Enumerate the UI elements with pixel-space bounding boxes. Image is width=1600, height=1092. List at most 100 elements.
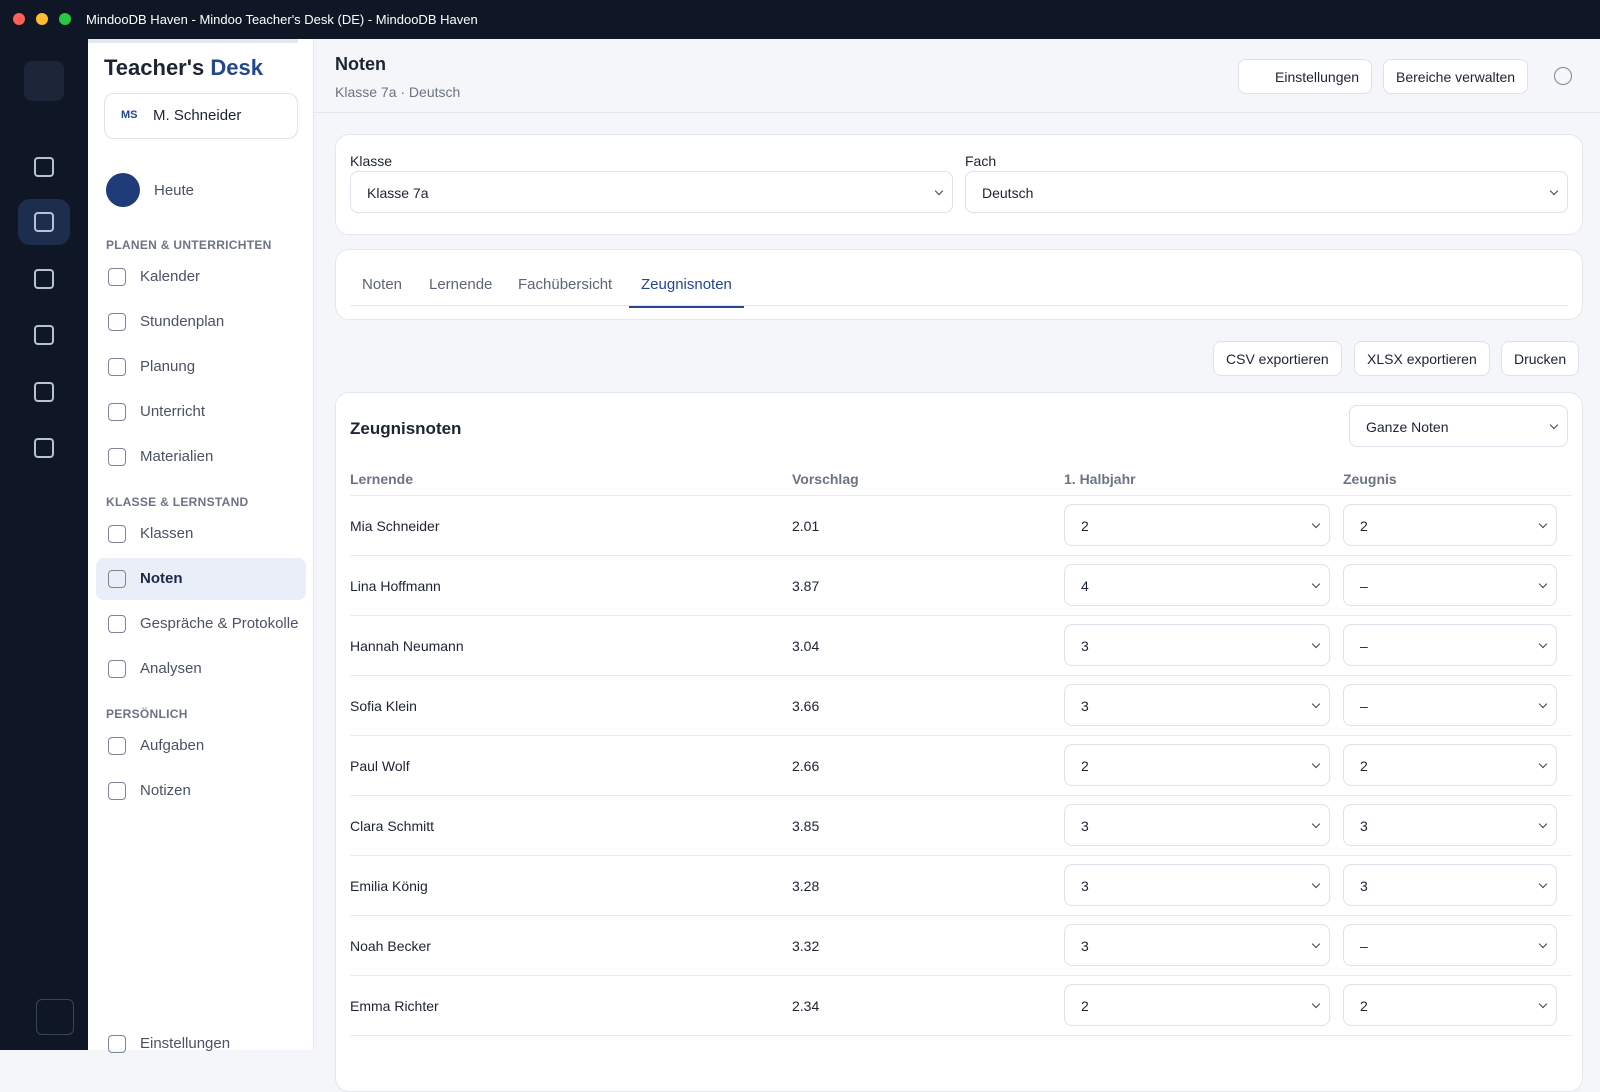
nav-item[interactable]: Klassen	[96, 513, 306, 555]
csv-button[interactable]: CSV exportieren	[1213, 341, 1342, 376]
report-select[interactable]: 3	[1343, 864, 1557, 906]
nav-item[interactable]: Stundenplan	[96, 301, 306, 343]
user-name: M. Schneider	[153, 107, 242, 124]
sidebar-toggle[interactable]	[36, 999, 74, 1035]
half-year-select[interactable]: 2	[1064, 984, 1330, 1026]
nav-item[interactable]: Aufgaben	[96, 725, 306, 767]
suggestion: 2.01	[792, 518, 820, 534]
suggestion: 3.85	[792, 818, 820, 834]
rail-icon[interactable]	[34, 438, 54, 458]
student-name: Noah Becker	[350, 938, 431, 954]
brand-a: Teacher's	[104, 55, 205, 80]
help-button[interactable]	[1554, 67, 1572, 85]
today-link[interactable]: Heute	[154, 182, 195, 199]
app: MindooDB Haven - Mindoo Teacher's Desk (…	[0, 0, 1600, 1050]
nav-label: Kalender	[140, 268, 201, 285]
user-select[interactable]: MS M. Schneider	[104, 93, 298, 139]
half-year-select[interactable]: 3	[1064, 924, 1330, 966]
report-select[interactable]: 3	[1343, 804, 1557, 846]
tabs-line	[350, 305, 1568, 306]
page-subtitle: Klasse 7a · Deutsch	[335, 84, 461, 100]
rail-active[interactable]	[18, 199, 70, 245]
student-name: Hannah Neumann	[350, 638, 464, 654]
half-year-select[interactable]: 3	[1064, 624, 1330, 666]
tab[interactable]: Fachübersicht	[518, 276, 613, 293]
half-year-select[interactable]: 3	[1064, 804, 1330, 846]
nav-label: Noten	[140, 570, 183, 587]
mode-select[interactable]: Ganze Noten	[1349, 405, 1568, 447]
class-select[interactable]: Klasse 7a	[350, 171, 953, 213]
nav-item[interactable]: Gespräche & Protokolle	[96, 603, 306, 645]
report-select[interactable]: –	[1343, 564, 1557, 606]
half-year-select[interactable]: 2	[1064, 504, 1330, 546]
student-name: Lina Hoffmann	[350, 578, 441, 594]
grades-card: Zeugnisnoten Ganze Noten Lernende Vorsch…	[335, 392, 1583, 1092]
header-line	[350, 495, 1572, 496]
rail-icon[interactable]	[34, 382, 54, 402]
filter-label: Fach	[965, 153, 997, 169]
brand: Teacher's Desk	[104, 55, 263, 81]
nav-item[interactable]: Materialien	[96, 436, 306, 478]
nav-item[interactable]: Unterricht	[96, 391, 306, 433]
nav-item[interactable]: Planung	[96, 346, 306, 388]
row-line	[350, 915, 1572, 916]
rail-icon[interactable]	[34, 325, 54, 345]
report-select[interactable]: –	[1343, 924, 1557, 966]
student-name: Emilia König	[350, 878, 428, 894]
nav-item[interactable]: Noten	[96, 558, 306, 600]
row-line	[350, 615, 1572, 616]
student-name: Emma Richter	[350, 998, 439, 1014]
tab-active[interactable]: Zeugnisnoten	[629, 276, 744, 308]
report-select[interactable]: –	[1343, 684, 1557, 726]
subject-select[interactable]: Deutsch	[965, 171, 1568, 213]
half-year-select[interactable]: 4	[1064, 564, 1330, 606]
report-select[interactable]: 2	[1343, 504, 1557, 546]
row-line	[350, 675, 1572, 676]
section-title: KLASSE & LERNSTAND	[106, 495, 249, 509]
row-line	[350, 735, 1572, 736]
rail-icon[interactable]	[34, 212, 54, 232]
nav-item[interactable]: Kalender	[96, 256, 306, 298]
nav-item[interactable]: Notizen	[96, 770, 306, 812]
column-header: Zeugnis	[1343, 471, 1397, 487]
today-icon	[106, 173, 140, 207]
nav-label: Unterricht	[140, 403, 206, 420]
divider	[88, 42, 298, 43]
filter-label: Klasse	[350, 153, 393, 169]
tabs-card: Noten Lernende Fachübersicht Zeugnisnote…	[335, 249, 1583, 320]
rail-icon[interactable]	[34, 269, 54, 289]
rail-icon[interactable]	[34, 157, 54, 177]
suggestion: 3.32	[792, 938, 820, 954]
half-year-select[interactable]: 2	[1064, 744, 1330, 786]
tab[interactable]: Noten	[362, 276, 403, 293]
row-line	[350, 555, 1572, 556]
print-button[interactable]: Drucken	[1501, 341, 1580, 376]
suggestion: 3.04	[792, 638, 820, 654]
row-line	[350, 795, 1572, 796]
settings-button[interactable]: Einstellungen	[1238, 59, 1373, 94]
report-select[interactable]: 2	[1343, 744, 1557, 786]
tab[interactable]: Lernende	[429, 276, 493, 293]
close-button[interactable]	[13, 13, 25, 25]
row-line	[350, 975, 1572, 976]
suggestion: 2.34	[792, 998, 820, 1014]
student-name: Paul Wolf	[350, 758, 410, 774]
nav-label: Stundenplan	[140, 313, 225, 330]
nav-label: Gespräche & Protokolle	[140, 615, 299, 632]
report-select[interactable]: 2	[1343, 984, 1557, 1026]
report-select[interactable]: –	[1343, 624, 1557, 666]
user-initials: MS	[121, 109, 138, 121]
xlsx-button[interactable]: XLSX exportieren	[1354, 341, 1490, 376]
nav-item[interactable]: Analysen	[96, 648, 306, 690]
suggestion: 2.66	[792, 758, 820, 774]
settings-link[interactable]: Einstellungen	[96, 1023, 306, 1065]
column-header: Lernende	[350, 471, 414, 487]
manage-button[interactable]: Bereiche verwalten	[1383, 59, 1529, 94]
half-year-select[interactable]: 3	[1064, 864, 1330, 906]
title-bar: MindooDB Haven - Mindoo Teacher's Desk (…	[0, 0, 1600, 39]
sidebar: Teacher's Desk MS M. Schneider Heute PLA…	[88, 39, 314, 1053]
table-title: Zeugnisnoten	[350, 419, 462, 438]
half-year-select[interactable]: 3	[1064, 684, 1330, 726]
maximize-button[interactable]	[59, 13, 71, 25]
minimize-button[interactable]	[36, 13, 48, 25]
